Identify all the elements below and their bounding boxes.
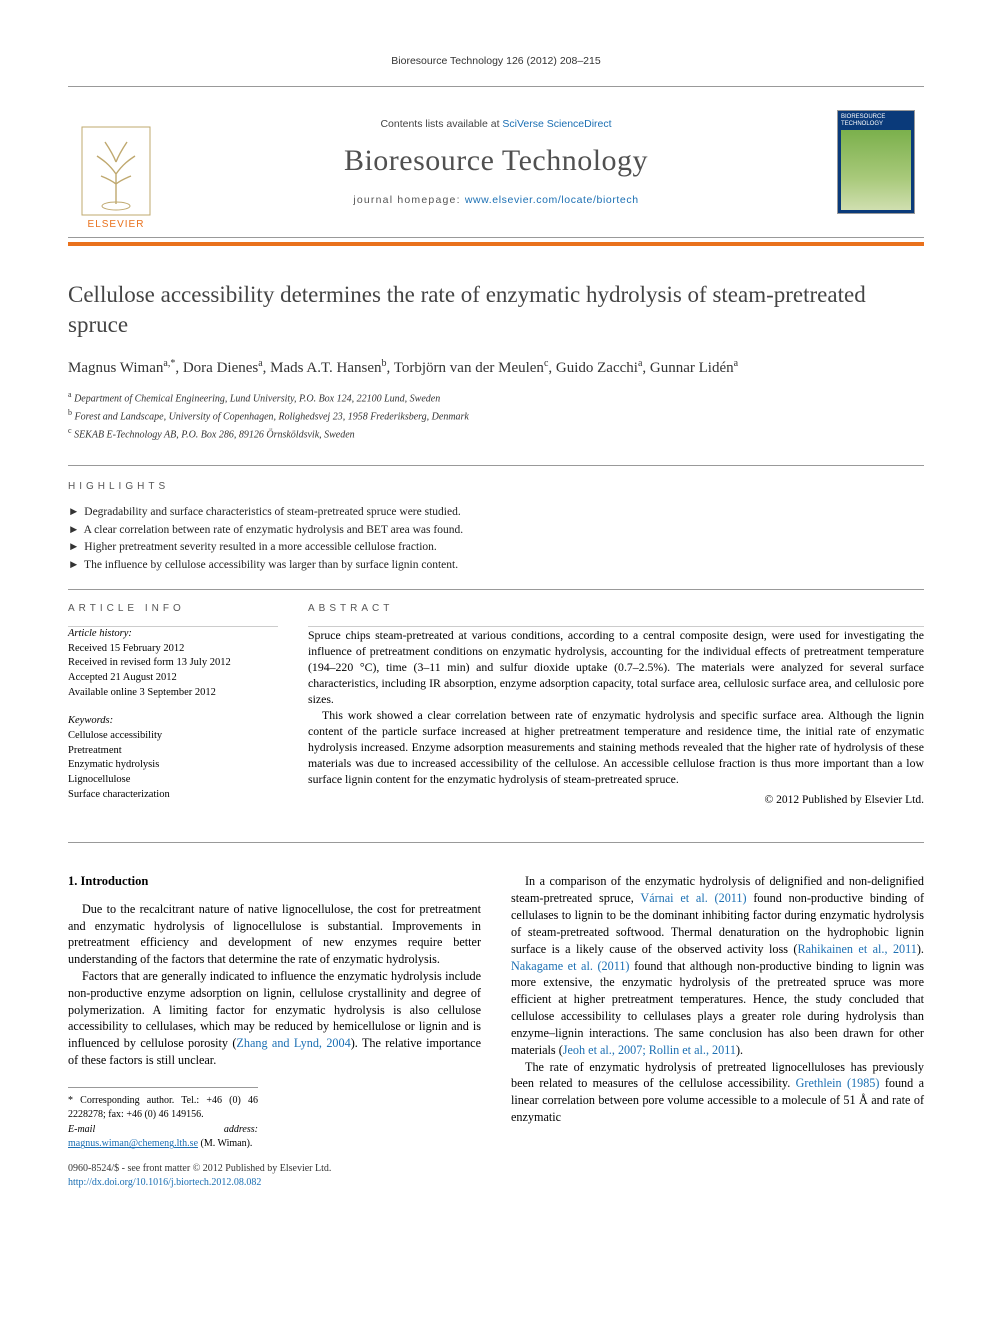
author: Gunnar Lidéna xyxy=(650,360,738,376)
highlight-item: ► The influence by cellulose accessibili… xyxy=(68,558,924,574)
body-two-column: 1. Introduction Due to the recalcitrant … xyxy=(68,873,924,1152)
highlights-list: ► Degradability and surface characterist… xyxy=(68,505,924,573)
corr-email-line: E-mail address: magnus.wiman@chemeng.lth… xyxy=(68,1123,258,1152)
intro-p4: The rate of enzymatic hydrolysis of pret… xyxy=(511,1059,924,1126)
affiliation: c SEKAB E-Technology AB, P.O. Box 286, 8… xyxy=(68,425,924,443)
article-info-label: ARTICLE INFO xyxy=(68,590,278,626)
abstract-p1: Spruce chips steam-pretreated at various… xyxy=(308,627,924,707)
elsevier-tree-icon xyxy=(81,126,151,216)
author: Dora Dienesa xyxy=(183,360,263,376)
keyword-list: Cellulose accessibilityPretreatmentEnzym… xyxy=(68,729,278,802)
triangle-icon: ► xyxy=(68,506,79,518)
history-line: Received in revised form 13 July 2012 xyxy=(68,656,278,670)
keyword: Lignocellulose xyxy=(68,773,278,787)
sciverse-link[interactable]: SciVerse ScienceDirect xyxy=(502,118,611,130)
ref-rahikainen-2011[interactable]: Rahikainen et al., 2011 xyxy=(797,942,916,956)
ref-zhang-lynd-2004[interactable]: Zhang and Lynd, 2004 xyxy=(236,1036,350,1050)
keyword: Enzymatic hydrolysis xyxy=(68,758,278,772)
author: Mads A.T. Hansenb xyxy=(270,360,386,376)
affiliation-list: a Department of Chemical Engineering, Lu… xyxy=(68,389,924,442)
keyword: Pretreatment xyxy=(68,744,278,758)
journal-cover-thumbnail: BIORESOURCE TECHNOLOGY xyxy=(837,110,915,214)
triangle-icon: ► xyxy=(68,524,79,536)
history-line: Accepted 21 August 2012 xyxy=(68,671,278,685)
triangle-icon: ► xyxy=(68,541,79,553)
orange-divider xyxy=(68,242,924,246)
intro-p1: Due to the recalcitrant nature of native… xyxy=(68,901,481,968)
running-head-journal: Bioresource Technology xyxy=(391,55,503,67)
cover-title: BIORESOURCE TECHNOLOGY xyxy=(838,111,914,127)
author: Magnus Wimana,* xyxy=(68,360,175,376)
history-head: Article history: xyxy=(68,627,278,641)
journal-homepage-line: journal homepage: www.elsevier.com/locat… xyxy=(164,193,828,207)
abstract-label: ABSTRACT xyxy=(308,590,924,626)
doi-link[interactable]: http://dx.doi.org/10.1016/j.biortech.201… xyxy=(68,1177,261,1188)
corr-line1: * Corresponding author. Tel.: +46 (0) 46… xyxy=(68,1094,258,1123)
ref-varnai-2011[interactable]: Várnai et al. (2011) xyxy=(640,891,746,905)
abstract-text: Spruce chips steam-pretreated at various… xyxy=(308,627,924,787)
ref-jeoh-rollin[interactable]: Jeoh et al., 2007; Rollin et al., 2011 xyxy=(563,1043,736,1057)
affiliation: a Department of Chemical Engineering, Lu… xyxy=(68,389,924,407)
author: Guido Zacchia xyxy=(556,360,643,376)
triangle-icon: ► xyxy=(68,559,79,571)
contents-available-line: Contents lists available at SciVerse Sci… xyxy=(164,117,828,131)
history-line: Received 15 February 2012 xyxy=(68,642,278,656)
highlight-item: ► A clear correlation between rate of en… xyxy=(68,523,924,539)
history-line: Available online 3 September 2012 xyxy=(68,686,278,700)
running-head: Bioresource Technology 126 (2012) 208–21… xyxy=(68,54,924,68)
publisher-name: ELSEVIER xyxy=(88,218,145,232)
keyword: Surface characterization xyxy=(68,788,278,802)
highlight-item: ► Degradability and surface characterist… xyxy=(68,505,924,521)
keyword: Cellulose accessibility xyxy=(68,729,278,743)
corresponding-author-box: * Corresponding author. Tel.: +46 (0) 46… xyxy=(68,1087,258,1152)
publisher-logo-block: ELSEVIER xyxy=(68,87,164,237)
running-head-cite: 126 (2012) 208–215 xyxy=(506,55,601,67)
article-title: Cellulose accessibility determines the r… xyxy=(68,280,924,339)
ref-grethlein-1985[interactable]: Grethlein (1985) xyxy=(796,1076,880,1090)
intro-p3: In a comparison of the enzymatic hydroly… xyxy=(511,873,924,1058)
author: Torbjörn van der Meulenc xyxy=(394,360,549,376)
cover-image-placeholder xyxy=(841,130,911,210)
contents-prefix: Contents lists available at xyxy=(380,118,502,130)
corr-who: (M. Wiman). xyxy=(201,1138,253,1149)
author-list: Magnus Wimana,*, Dora Dienesa, Mads A.T.… xyxy=(68,357,924,379)
intro-p2: Factors that are generally indicated to … xyxy=(68,968,481,1069)
keywords-head: Keywords: xyxy=(68,714,278,728)
ref-nakagame-2011[interactable]: Nakagame et al. (2011) xyxy=(511,959,630,973)
cover-thumb-block: BIORESOURCE TECHNOLOGY xyxy=(828,87,924,237)
history-lines: Received 15 February 2012Received in rev… xyxy=(68,642,278,700)
affiliation: b Forest and Landscape, University of Co… xyxy=(68,407,924,425)
journal-title: Bioresource Technology xyxy=(164,141,828,182)
homepage-prefix: journal homepage: xyxy=(353,194,465,206)
journal-homepage-link[interactable]: www.elsevier.com/locate/biortech xyxy=(465,194,639,206)
journal-masthead: ELSEVIER Contents lists available at Sci… xyxy=(68,86,924,238)
front-matter-line: 0960-8524/$ - see front matter © 2012 Pu… xyxy=(68,1162,924,1176)
corr-email-link[interactable]: magnus.wiman@chemeng.lth.se xyxy=(68,1138,198,1149)
footer-block: 0960-8524/$ - see front matter © 2012 Pu… xyxy=(68,1162,924,1190)
copyright-line: © 2012 Published by Elsevier Ltd. xyxy=(308,793,924,809)
corr-email-label: E-mail address: xyxy=(68,1124,258,1135)
highlights-label: HIGHLIGHTS xyxy=(68,480,924,494)
abstract-p2: This work showed a clear correlation bet… xyxy=(308,707,924,787)
section-1-heading: 1. Introduction xyxy=(68,873,481,890)
highlight-item: ► Higher pretreatment severity resulted … xyxy=(68,540,924,556)
